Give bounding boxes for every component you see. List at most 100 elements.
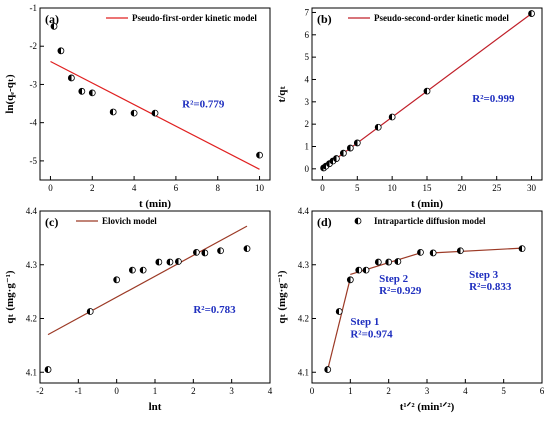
data-point <box>385 258 393 266</box>
x-tick-label: 2 <box>90 183 95 193</box>
data-point <box>151 109 159 117</box>
data-point <box>217 247 224 255</box>
y-axis-label: qₜ (mg·g⁻¹) <box>4 270 16 324</box>
x-tick-label: 2 <box>191 386 196 396</box>
y-axis-label: t/qₜ <box>276 86 288 103</box>
data-point <box>192 248 200 256</box>
y-tick-label: -1 <box>30 3 38 13</box>
y-tick-label: 2 <box>305 119 310 129</box>
y-tick-label: 0 <box>305 164 310 174</box>
legend-label: Intraparticle diffusion model <box>374 216 486 226</box>
y-tick-label: 4 <box>305 74 310 84</box>
panel-label: (a) <box>45 12 59 26</box>
x-axis-label: t¹ᐟ² (min¹ᐟ²) <box>400 401 455 413</box>
legend-label: Pseudo-first-order kinetic model <box>132 13 257 23</box>
y-tick-label: 6 <box>305 30 310 40</box>
y-tick-label: 1 <box>305 141 310 151</box>
data-point <box>335 308 343 315</box>
x-tick-label: 4 <box>268 386 273 396</box>
x-tick-label: 3 <box>425 386 430 396</box>
data-point <box>243 245 251 253</box>
data-point <box>57 47 65 55</box>
fit-line <box>47 225 248 336</box>
fit-line <box>327 278 351 370</box>
data-point <box>155 258 163 266</box>
data-point <box>528 10 535 17</box>
data-point <box>86 308 94 315</box>
x-tick-label: 25 <box>492 183 502 193</box>
panel-label: (d) <box>317 215 332 229</box>
legend-marker <box>354 217 362 225</box>
x-axis-label: t (min) <box>411 198 443 210</box>
annotation-text: R²=0.779 <box>182 98 225 110</box>
data-point <box>346 144 354 152</box>
data-point <box>374 258 382 266</box>
y-axis-label: ln(qₑ-qₜ) <box>4 74 16 114</box>
panel-4: 0 1 2 3 4 5 6 4.1 4.2 4.3 4.4 t¹ᐟ² (min¹ᐟ²) qₜ (mg·g… <box>276 206 545 413</box>
data-point <box>201 249 209 257</box>
annotation-text: Step 1 <box>350 316 379 328</box>
panel-3: -2 -1 0 1 2 3 4 4.1 4.2 4.3 4.4 lnt qₜ (mg·g⁻¹) (c) El… <box>4 206 273 413</box>
y-tick-label: 4.3 <box>298 260 310 270</box>
data-point <box>113 276 121 284</box>
panel-label: (b) <box>317 12 332 26</box>
y-tick-label: 7 <box>305 7 310 17</box>
x-tick-label: 20 <box>457 183 467 193</box>
annotation-text: Step 2 <box>379 273 409 285</box>
plot-frame <box>311 210 543 384</box>
data-point <box>67 74 75 82</box>
data-point <box>394 258 402 265</box>
fit-line <box>433 247 523 254</box>
y-tick-label: 4.2 <box>26 314 37 324</box>
plot-frame <box>39 210 271 384</box>
data-point <box>388 113 396 121</box>
x-tick-label: 0 <box>48 183 53 193</box>
x-tick-label: 10 <box>388 183 398 193</box>
x-tick-label: 0 <box>310 386 315 396</box>
data-point <box>130 109 138 117</box>
data-point <box>78 87 86 95</box>
panel-1: 0 2 4 6 8 10 -5 -4 -3 -2 -1 t (min) ln(qₑ-qₜ) (a) Pseu… <box>4 3 271 210</box>
data-point <box>50 22 58 30</box>
plot-frame <box>39 7 271 181</box>
y-tick-label: -5 <box>30 156 38 166</box>
data-point <box>362 266 370 274</box>
x-tick-label: 5 <box>355 183 360 193</box>
annotation-text: Step 3 <box>469 269 499 281</box>
annotation-text: R²=0.999 <box>472 93 515 105</box>
data-point <box>346 276 354 284</box>
x-tick-label: 2 <box>386 386 391 396</box>
data-point <box>256 151 263 159</box>
y-tick-label: -2 <box>30 41 38 51</box>
y-tick-label: -3 <box>30 79 38 89</box>
x-tick-label: 1 <box>153 386 158 396</box>
x-tick-label: 0 <box>320 183 325 193</box>
x-tick-label: 5 <box>501 386 506 396</box>
x-tick-label: 4 <box>132 183 137 193</box>
y-tick-label: 3 <box>305 97 310 107</box>
x-tick-label: 3 <box>229 386 234 396</box>
y-tick-label: 4.3 <box>26 260 38 270</box>
x-axis-label: lnt <box>149 401 162 413</box>
x-tick-label: 8 <box>215 183 220 193</box>
data-point <box>355 266 363 274</box>
annotation-text: R²=0.929 <box>379 285 422 297</box>
data-point <box>374 123 382 131</box>
y-tick-label: -4 <box>30 118 38 128</box>
data-point <box>109 108 117 116</box>
x-tick-label: 30 <box>527 183 537 193</box>
x-tick-label: 15 <box>423 183 433 193</box>
y-tick-label: 4.1 <box>298 367 309 377</box>
data-point <box>423 87 431 95</box>
annotation-text: R²=0.783 <box>193 304 236 316</box>
x-tick-label: 6 <box>174 183 179 193</box>
data-point <box>88 89 96 97</box>
legend-label: Elovich model <box>102 216 157 226</box>
y-tick-label: 4.4 <box>26 206 38 216</box>
data-point <box>166 258 174 266</box>
x-tick-label: 4 <box>463 386 468 396</box>
data-point <box>429 249 437 257</box>
x-tick-label: 1 <box>348 386 353 396</box>
data-point <box>332 155 340 162</box>
x-tick-label: -1 <box>75 386 83 396</box>
